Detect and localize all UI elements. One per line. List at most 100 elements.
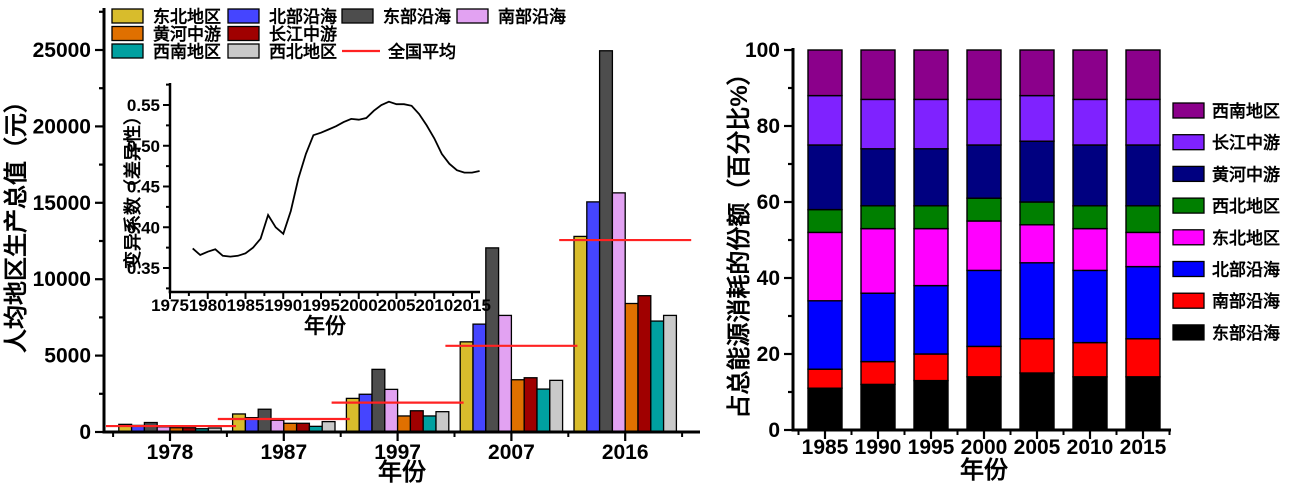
stacked-segment <box>1125 376 1161 431</box>
stacked-segment <box>966 269 1002 348</box>
inset-x-tick-label: 1990 <box>264 296 302 315</box>
cv-curve <box>192 100 480 258</box>
bar <box>598 50 614 433</box>
stacked-segment <box>807 144 843 211</box>
stacked-segment <box>860 292 896 363</box>
left-y-tick-label: 25000 <box>33 39 91 62</box>
legend-label: 黄河中游 <box>153 24 221 44</box>
left-x-tick-label: 2016 <box>602 441 649 464</box>
stacked-segment <box>966 144 1002 199</box>
stacked-segment <box>1125 231 1161 268</box>
bar <box>384 388 399 433</box>
bar <box>371 368 386 433</box>
stacked-segment <box>1019 140 1055 203</box>
inset-y-tick-label: 0.50 <box>127 137 160 156</box>
inset-x-tick-label: 1975 <box>151 296 189 315</box>
inset-x-tick-label: 2015 <box>453 296 491 315</box>
legend-swatch <box>1172 324 1205 341</box>
legend-swatch <box>111 8 144 24</box>
bar <box>637 295 652 433</box>
legend-swatch <box>1172 102 1205 119</box>
stacked-segment <box>913 148 949 207</box>
left-y-tick-label: 10000 <box>33 268 91 291</box>
stacked-segment <box>1125 265 1161 340</box>
bar <box>611 192 626 433</box>
legend-label: 西北地区 <box>269 42 337 62</box>
legend-label: 南部沿海 <box>1212 291 1280 311</box>
stacked-segment <box>966 220 1002 272</box>
stacked-segment <box>913 284 949 355</box>
legend-swatch <box>111 25 144 42</box>
right-ylabel: 占总能源消耗的份额（百分比%） <box>725 61 753 418</box>
stacked-segment <box>913 353 949 382</box>
legend-swatch <box>1172 260 1205 278</box>
legend-swatch <box>1172 229 1205 246</box>
left-y-tick-label: 0 <box>79 421 91 444</box>
left-x-tick-label: 1987 <box>260 441 307 464</box>
bar <box>459 341 474 433</box>
stacked-segment <box>860 360 896 386</box>
bar <box>396 415 412 433</box>
stacked-segment <box>1125 144 1161 207</box>
bar <box>358 393 373 433</box>
inset-x-tick-label: 1980 <box>189 296 227 315</box>
stacked-segment <box>860 383 896 431</box>
legend-label: 西北地区 <box>1212 196 1280 216</box>
left-x-tick-label: 1978 <box>147 441 194 464</box>
bar <box>321 420 336 433</box>
legend-label: 黄河中游 <box>1212 164 1280 184</box>
stacked-segment <box>1072 98 1108 146</box>
inset-x-tick-label: 2005 <box>378 296 416 315</box>
right-y-tick-label: 60 <box>757 191 780 214</box>
bar <box>536 388 551 433</box>
stacked-segment <box>1019 94 1055 142</box>
right-xlabel: 年份 <box>960 456 1009 484</box>
legend-swatch <box>1172 165 1205 183</box>
legend-swatch <box>1172 134 1205 151</box>
bar <box>485 247 500 433</box>
stacked-segment <box>1019 372 1055 431</box>
legend-swatch <box>1172 197 1205 214</box>
bar <box>435 411 450 433</box>
stacked-segment <box>807 368 843 389</box>
stacked-segment <box>1019 262 1055 340</box>
left-y-tick-label: 20000 <box>33 115 91 138</box>
stacked-segment <box>1072 341 1108 378</box>
right-x-tick-label: 1985 <box>802 436 849 459</box>
inset-y-tick-label: 0.40 <box>127 218 160 237</box>
stacked-segment <box>1072 269 1108 344</box>
legend-swatch <box>111 43 144 59</box>
inset-y-tick-label: 0.45 <box>127 178 160 197</box>
inset-ylabel: 变异系数（差异性） <box>122 107 143 269</box>
bar <box>270 419 285 433</box>
stacked-segment <box>860 98 896 150</box>
legend-label: 全国平均 <box>387 42 456 62</box>
left-ylabel: 人均地区生产总值（元） <box>2 89 30 353</box>
left-y-tick-label: 5000 <box>44 345 91 368</box>
stacked-segment <box>860 148 896 207</box>
stacked-segment <box>1125 49 1161 101</box>
stacked-segment <box>807 49 843 97</box>
bar <box>409 410 424 433</box>
right-x-tick-label: 1990 <box>855 436 902 459</box>
inset-y-tick-label: 0.35 <box>127 259 160 278</box>
legend-label: 长江中游 <box>1212 133 1280 153</box>
inset-x-tick-label: 1985 <box>227 296 265 315</box>
bar <box>497 314 513 433</box>
stacked-segment <box>1125 338 1161 378</box>
inset-xlabel: 年份 <box>304 314 347 338</box>
stacked-segment <box>1125 98 1161 146</box>
right-y-tick-label: 100 <box>745 39 780 62</box>
bar <box>549 379 564 433</box>
inset-x-tick-label: 2000 <box>340 296 378 315</box>
stacked-segment <box>966 98 1002 146</box>
stacked-segment <box>913 205 949 230</box>
bar <box>586 201 601 433</box>
right-x-tick-label: 2000 <box>961 436 1008 459</box>
legend-swatch <box>456 8 489 24</box>
stacked-segment <box>860 49 896 101</box>
stacked-segment <box>860 227 896 294</box>
right-x-tick-label: 2015 <box>1120 436 1167 459</box>
bar <box>257 408 272 433</box>
